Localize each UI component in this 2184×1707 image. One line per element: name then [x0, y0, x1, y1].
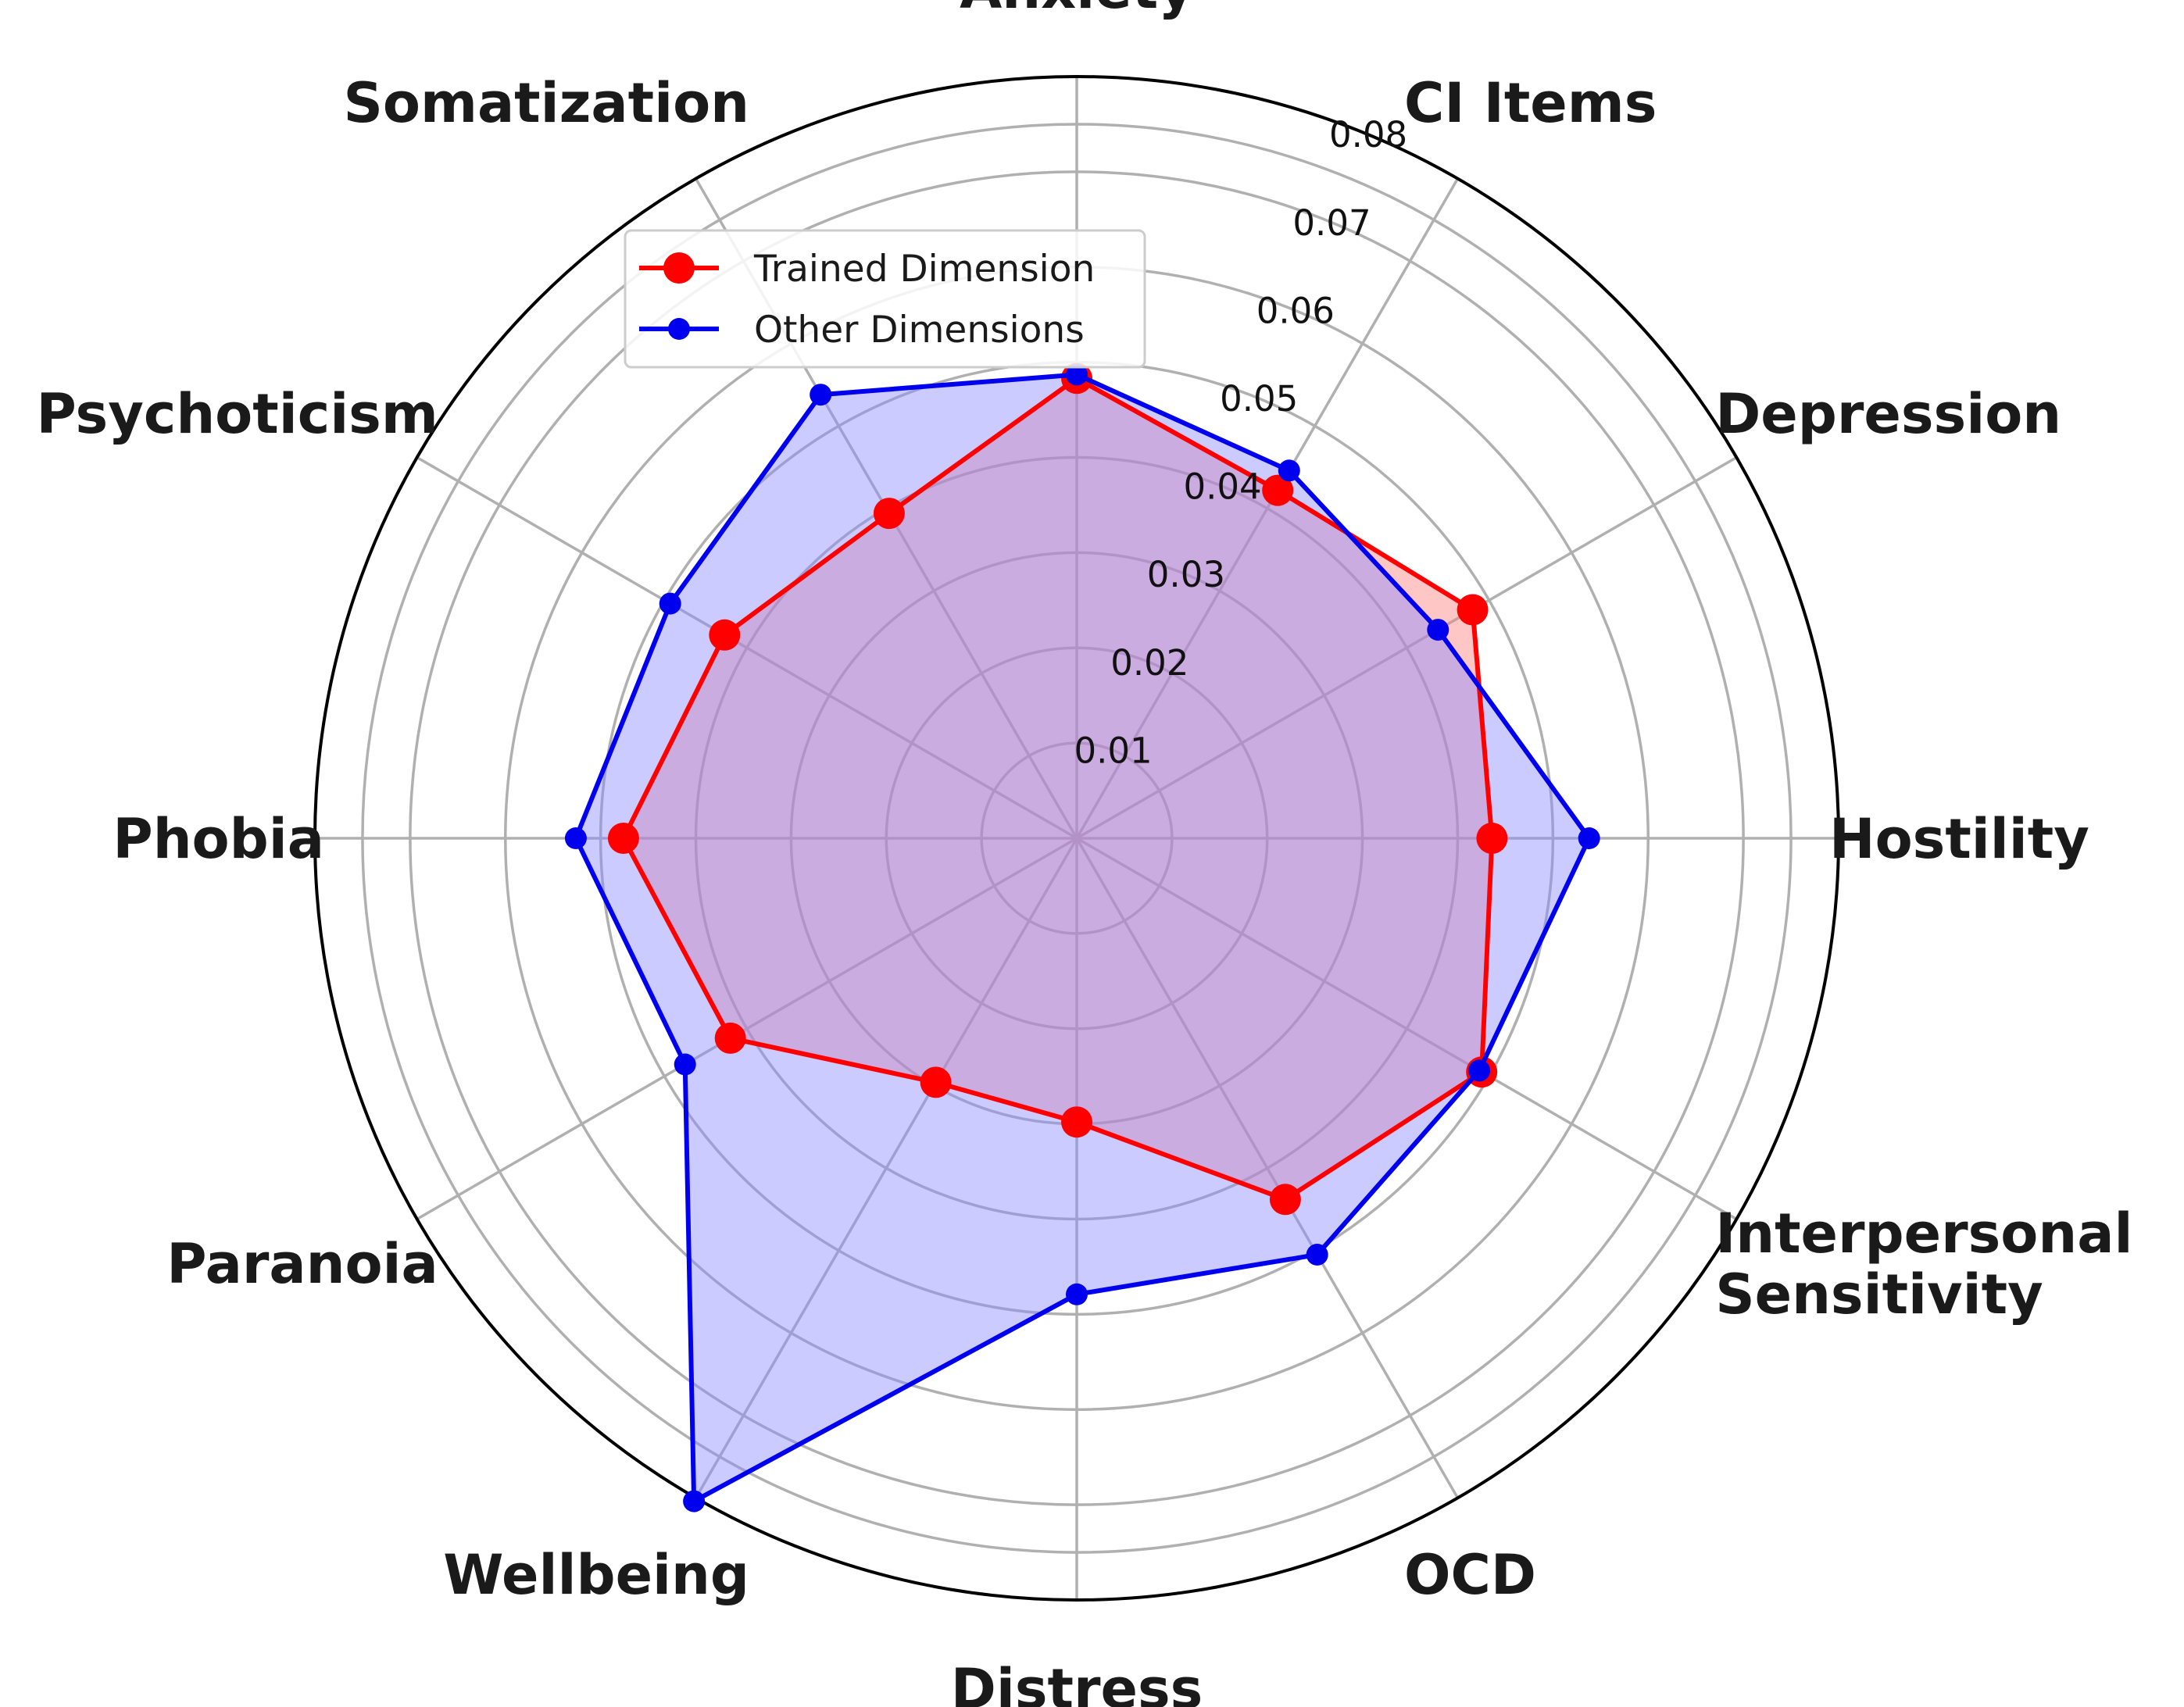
data-point-other-dimensions [1306, 1244, 1328, 1266]
r-tick-label: 0.07 [1292, 202, 1371, 244]
series-fill-other-dimensions [575, 374, 1589, 1502]
data-point-trained-dimension [1061, 1106, 1092, 1138]
data-point-other-dimensions [683, 1490, 706, 1512]
series-fill-trained-dimension [623, 378, 1492, 1200]
series-layer [564, 362, 1600, 1512]
category-label-ocd: OCD [1404, 1543, 1536, 1607]
grid-spoke [1076, 837, 1738, 1221]
category-label-hostility: Hostility [1829, 807, 2089, 871]
grid-spoke [416, 455, 1078, 840]
category-label-interpersonal: Interpersonal [1715, 1202, 2132, 1266]
category-label-somatization: Somatization [344, 71, 750, 135]
data-point-trained-dimension [709, 619, 741, 651]
legend-label-trained: Trained Dimension [753, 248, 1095, 291]
data-point-trained-dimension [920, 1066, 952, 1098]
data-point-other-dimensions [1066, 363, 1088, 386]
category-labels: Anxiety CI Items Depression Hostility Interp… [36, 0, 2132, 1707]
grid-spoke [1075, 177, 1460, 839]
r-tick-label: 0.05 [1220, 378, 1298, 420]
data-point-other-dimensions [1066, 1283, 1088, 1305]
data-point-trained-dimension [873, 498, 905, 530]
category-label-psychoticism: Psychoticism [36, 382, 438, 446]
data-point-other-dimensions [1427, 619, 1449, 641]
legend-box [624, 229, 1146, 369]
data-point-trained-dimension [1457, 594, 1489, 626]
radial-tick-labels: 0.01 0.02 0.03 0.04 0.05 0.06 0.07 0.08 [1074, 114, 1407, 771]
grid-spoke [1075, 837, 1460, 1499]
data-point-trained-dimension [607, 823, 639, 854]
category-label-sensitivity: Sensitivity [1715, 1262, 2043, 1327]
legend-label-other: Other Dimensions [754, 309, 1085, 352]
legend-marker-other [668, 318, 690, 340]
category-label-phobia: Phobia [113, 807, 324, 871]
r-tick-label: 0.03 [1147, 554, 1225, 595]
data-point-trained-dimension [1262, 474, 1294, 506]
data-point-other-dimensions [564, 827, 587, 849]
data-point-other-dimensions [1578, 827, 1600, 849]
grid [313, 75, 1840, 1602]
r-tick-label: 0.06 [1256, 290, 1335, 331]
r-tick-label: 0.01 [1074, 730, 1152, 771]
grid-spoke [1076, 455, 1738, 840]
polar-frame [313, 75, 1840, 1602]
legend: Trained Dimension Other Dimensions [624, 229, 1146, 369]
data-point-other-dimensions [1278, 459, 1300, 482]
category-label-anxiety: Anxiety [960, 0, 1194, 21]
data-point-other-dimensions [1468, 1059, 1491, 1082]
category-label-depression: Depression [1715, 382, 2061, 446]
grid-spoke [416, 837, 1078, 1221]
r-tick-label: 0.08 [1329, 114, 1407, 155]
legend-marker-trained [663, 252, 695, 284]
r-tick-label: 0.04 [1183, 466, 1261, 508]
category-label-distress: Distress [951, 1657, 1203, 1707]
category-label-paranoia: Paranoia [166, 1232, 438, 1296]
category-label-wellbeing: Wellbeing [443, 1543, 749, 1607]
category-label-ci-items: CI Items [1404, 71, 1657, 135]
data-point-trained-dimension [714, 1022, 746, 1054]
data-point-other-dimensions [659, 592, 681, 615]
grid-spoke [694, 837, 1078, 1499]
data-point-trained-dimension [1269, 1184, 1301, 1216]
data-point-trained-dimension [1476, 823, 1508, 854]
data-point-other-dimensions [674, 1053, 696, 1076]
r-tick-label: 0.02 [1110, 642, 1189, 684]
data-point-other-dimensions [810, 384, 832, 406]
